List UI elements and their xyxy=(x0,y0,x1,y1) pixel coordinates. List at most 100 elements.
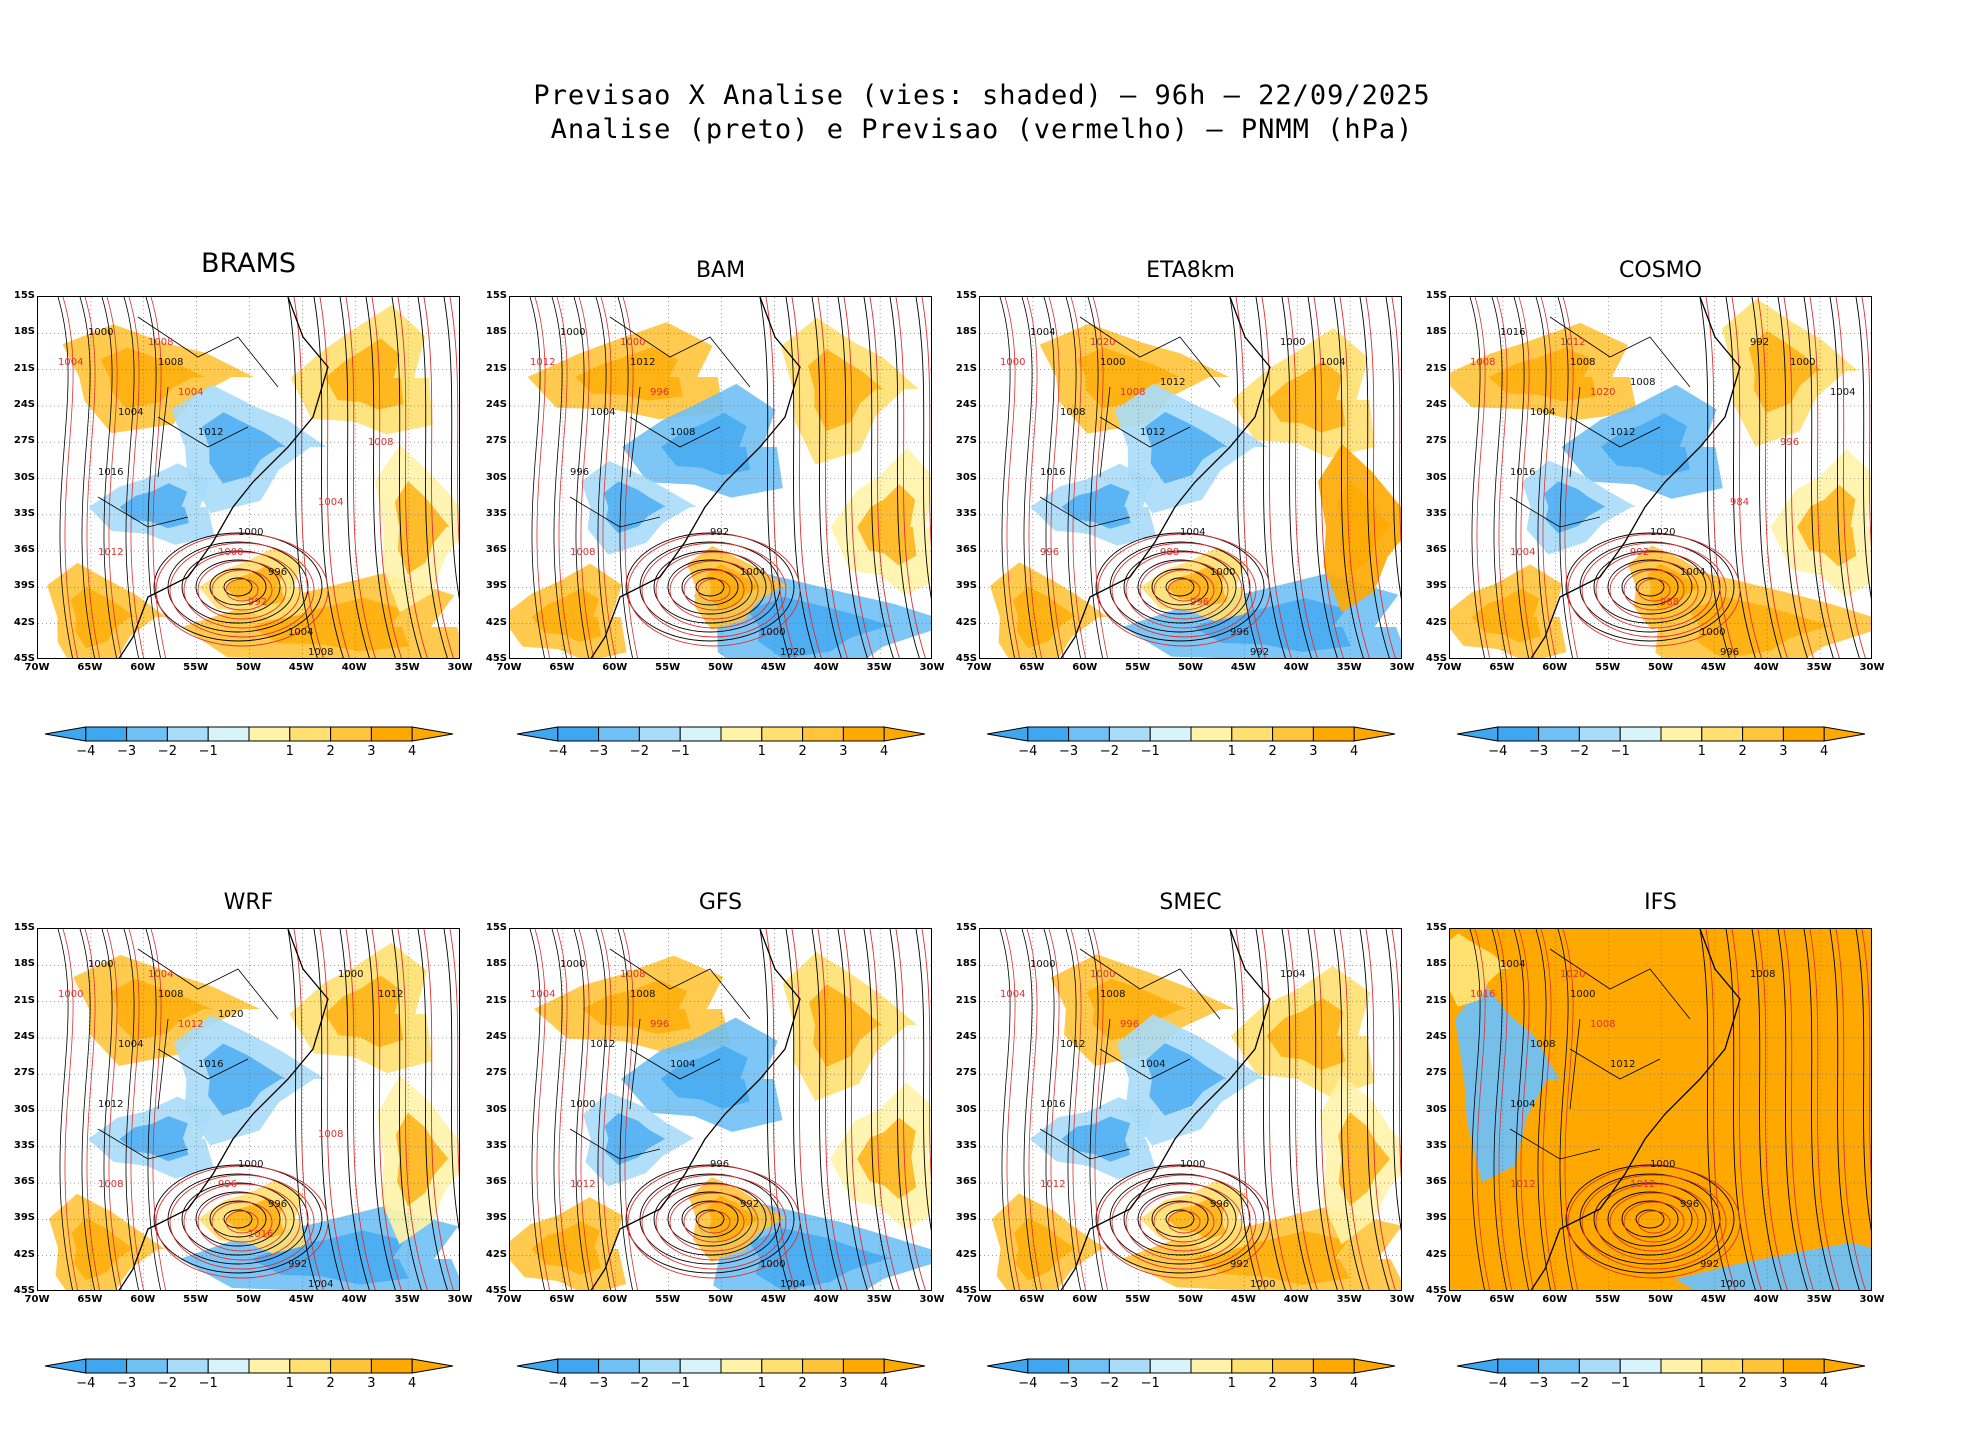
low-pressure-isobar xyxy=(669,560,759,620)
analysis-contour-label: 1004 xyxy=(670,1059,696,1070)
latitude-label: 27S xyxy=(955,435,977,447)
isobar xyxy=(811,297,842,658)
isobar xyxy=(1365,297,1396,658)
isobar xyxy=(600,297,617,658)
analysis-contour-label: 1000 xyxy=(760,627,786,638)
colorbar-arrow-high xyxy=(1353,1358,1395,1374)
bias-shading xyxy=(1266,998,1346,1071)
isobar xyxy=(1261,297,1292,658)
colorbar-label: 3 xyxy=(1779,1376,1788,1391)
latitude-label: 42S xyxy=(485,616,507,628)
bias-shading xyxy=(1488,347,1597,402)
isobar xyxy=(345,929,376,1290)
colorbar-label: −3 xyxy=(1529,744,1549,759)
analysis-contour-label: 996 xyxy=(268,567,288,578)
longitude-label: 65W xyxy=(1489,662,1515,673)
isobar xyxy=(1339,297,1370,658)
isobar xyxy=(869,929,900,1290)
forecast-contour-label: 1020 xyxy=(1560,969,1586,980)
colorbar-label: 4 xyxy=(880,1376,889,1391)
low-pressure-isobar xyxy=(155,533,329,647)
bias-shading xyxy=(1338,1112,1391,1206)
longitude-label: 45W xyxy=(1230,1294,1256,1305)
isobar xyxy=(1699,297,1730,658)
political-border xyxy=(1039,316,1221,528)
colorbar-label: −2 xyxy=(157,744,177,759)
isobar xyxy=(1087,929,1104,1290)
low-pressure-isobar xyxy=(1125,551,1243,629)
political-border xyxy=(1509,948,1691,1160)
isobar xyxy=(1535,929,1552,1290)
forecast-contour-label: 1004 xyxy=(1510,547,1536,558)
latitude-label: 33S xyxy=(13,507,35,519)
isobar xyxy=(1229,929,1260,1290)
pressure-bias-map: 1000 1008 1012 1004 1000 996 992 1000 1004 1004 10… xyxy=(509,928,932,1291)
forecast-contour-label: 1008 xyxy=(368,437,394,448)
low-pressure-isobar xyxy=(1111,1174,1257,1270)
isobar xyxy=(1474,929,1491,1290)
isobar xyxy=(449,929,459,1179)
latitude-label: 33S xyxy=(1425,1139,1447,1151)
longitude-label: 40W xyxy=(341,662,367,673)
panel-title: COSMO xyxy=(1619,258,1702,283)
bias-shading xyxy=(1061,483,1131,529)
longitude-label: 45W xyxy=(760,662,786,673)
analysis-contour-label: 1004 xyxy=(288,627,314,638)
analysis-contour-label: 1000 xyxy=(1030,959,1056,970)
isobar xyxy=(1835,297,1866,658)
latitude-label: 27S xyxy=(485,1067,507,1079)
isobar xyxy=(921,297,931,547)
isobar xyxy=(1474,297,1491,658)
isobar xyxy=(449,297,459,547)
coastline xyxy=(1530,297,1741,658)
isobar xyxy=(397,297,428,658)
low-pressure-isobar xyxy=(1167,1210,1201,1234)
forecast-contour-label: 1008 xyxy=(1120,387,1146,398)
isobar xyxy=(1757,297,1788,658)
isobar xyxy=(1333,297,1364,658)
low-pressure-isobar xyxy=(1123,1182,1237,1256)
colorbar-segment xyxy=(166,726,209,742)
map-canvas xyxy=(510,929,931,1290)
latitude-label: 39S xyxy=(485,580,507,592)
colorbar-segment xyxy=(802,726,844,742)
isobar xyxy=(1092,929,1109,1290)
analysis-contour-label: 1008 xyxy=(670,427,696,438)
latitude-label: 33S xyxy=(485,1139,507,1151)
colorbar-arrow-low xyxy=(987,1358,1029,1374)
isobar xyxy=(791,297,822,658)
latitude-label: 30S xyxy=(485,1103,507,1115)
analysis-contour-label: 1004 xyxy=(1140,1059,1166,1070)
latitude-label: 42S xyxy=(13,616,35,628)
analysis-contour-label: 1004 xyxy=(1510,1099,1536,1110)
latitude-label: 24S xyxy=(485,1030,507,1042)
colorbar-label: −3 xyxy=(117,1376,137,1391)
low-pressure-isobar xyxy=(1621,568,1679,606)
isobar xyxy=(863,929,894,1290)
political-border xyxy=(97,948,279,1160)
colorbar-segment xyxy=(1538,1358,1580,1374)
latitude-label: 21S xyxy=(955,994,977,1006)
bias-shading xyxy=(1144,411,1228,484)
latitude-label: 24S xyxy=(13,398,35,410)
latitude-label: 15S xyxy=(955,922,977,933)
analysis-contour-label: 1008 xyxy=(1750,969,1776,980)
political-border xyxy=(1509,316,1691,528)
low-pressure-isobar xyxy=(667,559,753,615)
colorbar-label: −1 xyxy=(1140,1376,1160,1391)
colorbar xyxy=(45,726,453,742)
isobar xyxy=(1070,929,1087,1290)
colorbar-label: −4 xyxy=(1488,1376,1508,1391)
bias-shading xyxy=(749,1228,893,1290)
latitude-label: 24S xyxy=(955,398,977,410)
colorbar xyxy=(987,726,1395,742)
colorbar-arrow-low xyxy=(1457,1358,1499,1374)
longitude-label: 40W xyxy=(341,1294,367,1305)
bias-shading xyxy=(661,412,750,476)
isobar xyxy=(391,297,422,658)
low-pressure-isobar xyxy=(209,568,267,606)
longitude-label: 70W xyxy=(24,1294,50,1305)
isobar xyxy=(817,297,848,658)
colorbar-label: 1 xyxy=(1227,1376,1236,1391)
latitude-label: 33S xyxy=(485,507,507,519)
